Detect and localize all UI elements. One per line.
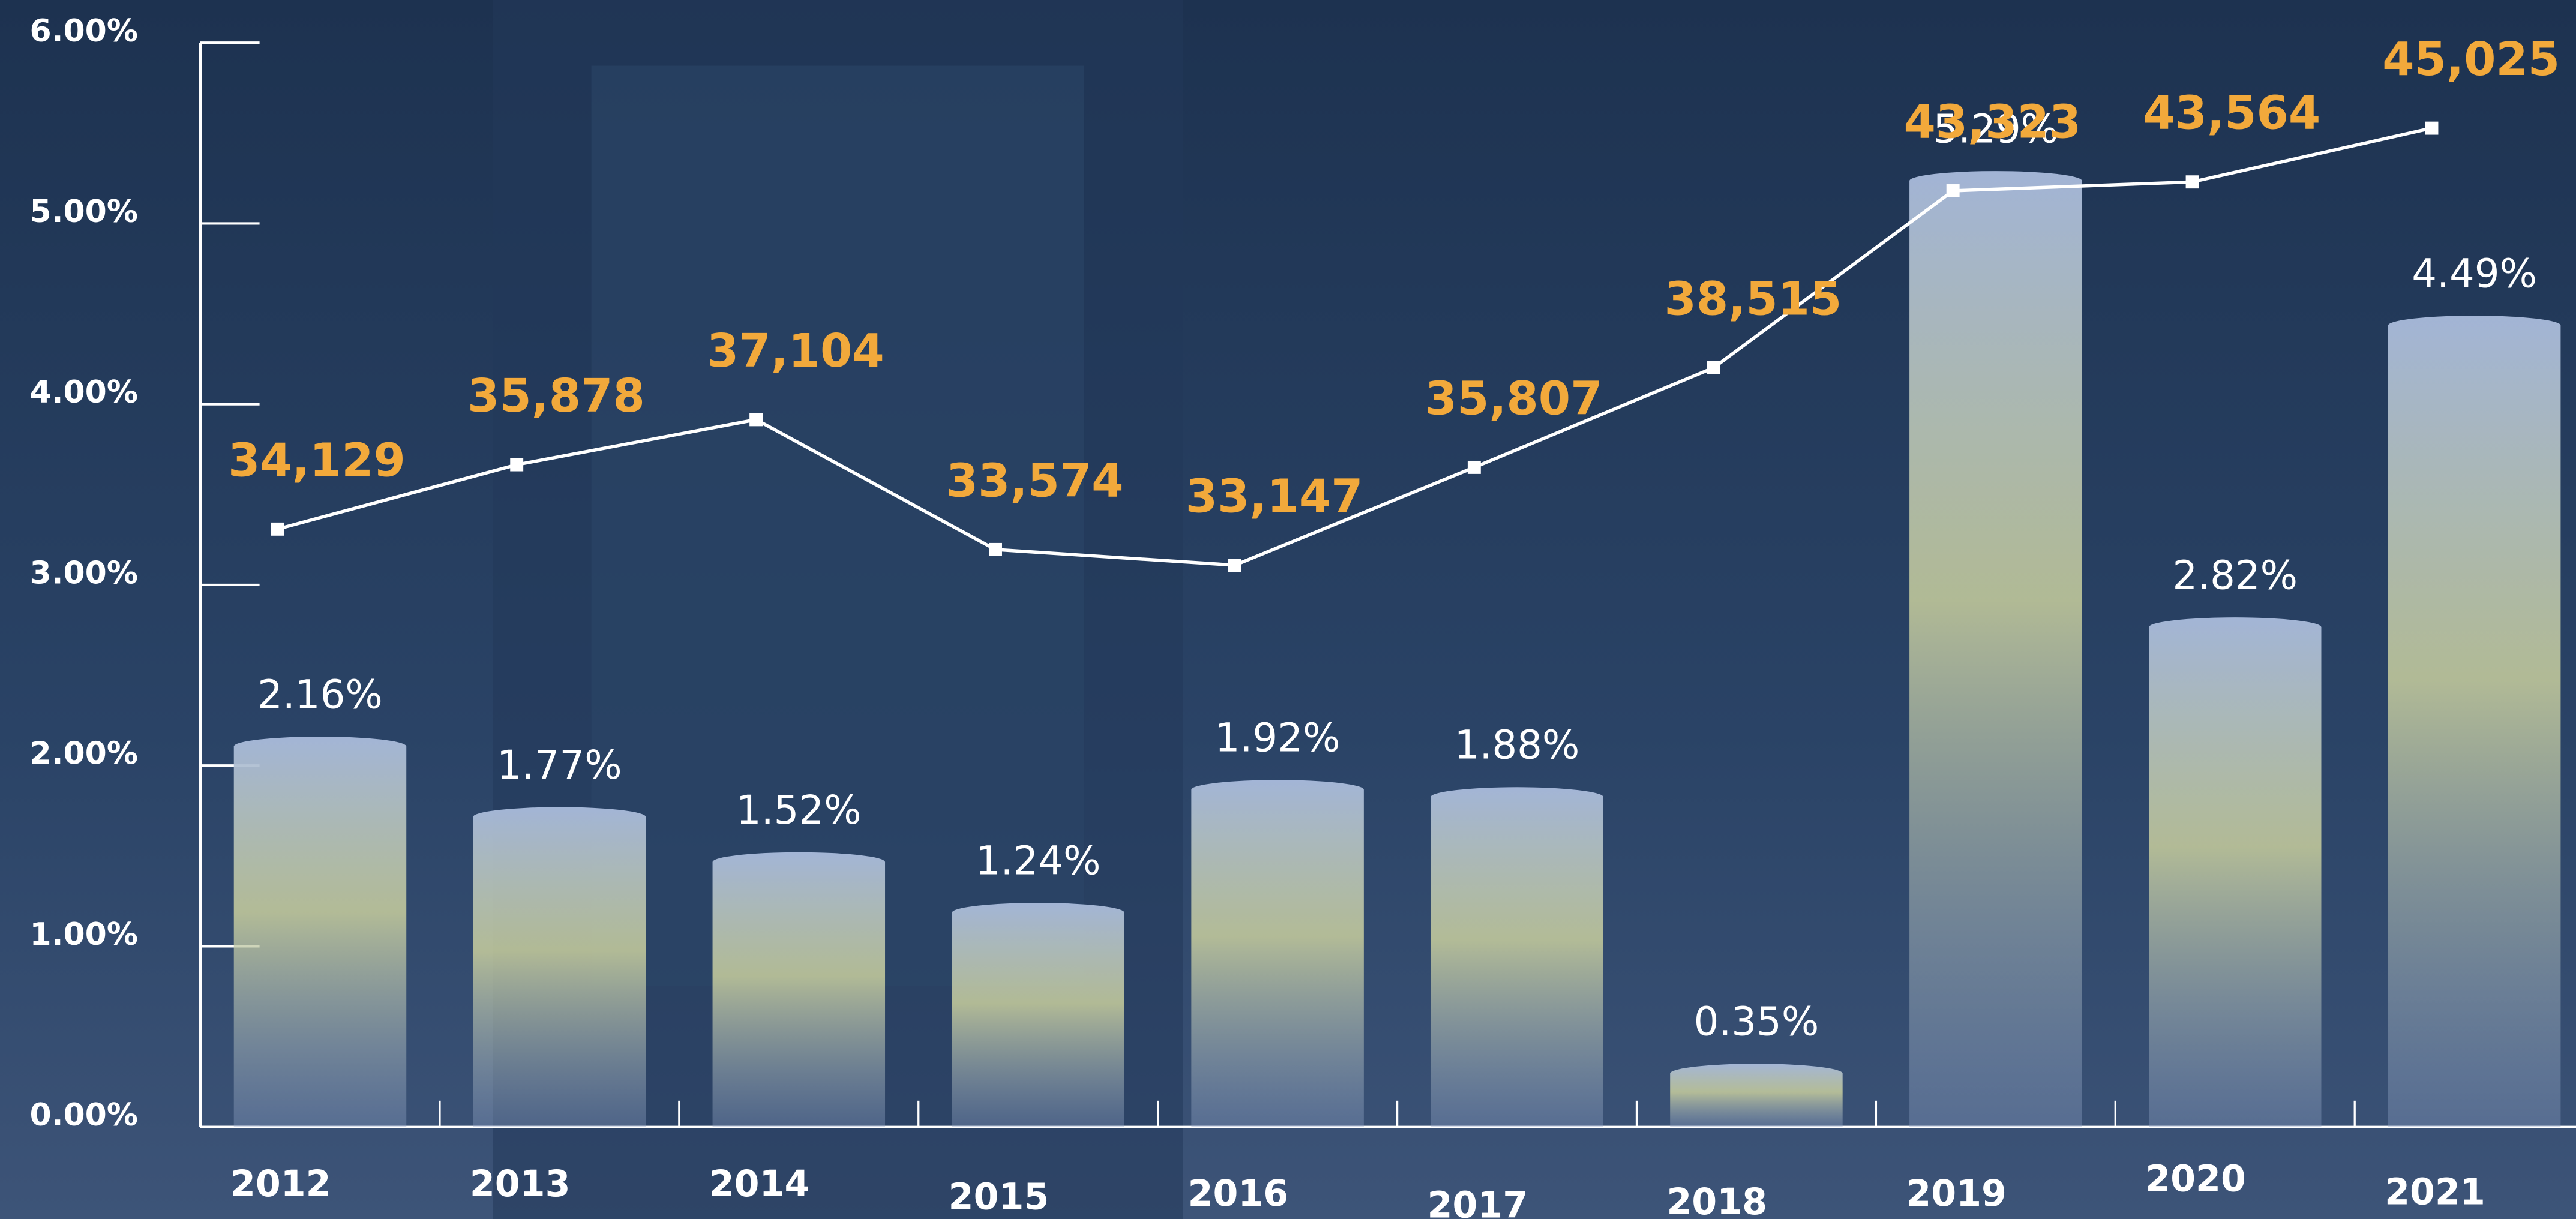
line-marker bbox=[989, 543, 1002, 556]
line-marker bbox=[2425, 122, 2439, 135]
x-tick-label: 2014 bbox=[709, 1163, 810, 1205]
bar bbox=[2149, 617, 2321, 1127]
page: {"chart_data": {"type": "bar", "categori… bbox=[0, 0, 2576, 1219]
line-value-label: 45,025 bbox=[2382, 33, 2560, 86]
bar bbox=[234, 737, 406, 1127]
line-value-label: 35,878 bbox=[467, 370, 645, 423]
line-marker bbox=[2186, 175, 2199, 188]
bar bbox=[713, 852, 885, 1127]
bar-value-label: 1.88% bbox=[1455, 723, 1580, 768]
line-marker bbox=[510, 458, 523, 472]
bar-value-label: 2.82% bbox=[2172, 553, 2298, 598]
line-value-label: 43,564 bbox=[2143, 87, 2320, 140]
x-tick-label: 2015 bbox=[949, 1176, 1049, 1218]
bar bbox=[1431, 787, 1603, 1127]
line-marker bbox=[271, 523, 284, 536]
bar-value-label: 1.92% bbox=[1215, 716, 1341, 761]
bar bbox=[473, 807, 646, 1127]
bar bbox=[1191, 780, 1363, 1127]
line-marker bbox=[749, 413, 763, 426]
y-tick-label: 2.00% bbox=[30, 736, 138, 772]
chart: 0.00% 1.00% 2.00% 3.00% 4.00% 5.00% 6.00% 2012 2… bbox=[0, 0, 2576, 1219]
x-tick-label: 2020 bbox=[2145, 1158, 2246, 1200]
line-value-label: 34,129 bbox=[228, 434, 406, 487]
y-tick-label: 0.00% bbox=[30, 1097, 138, 1133]
bar bbox=[2388, 316, 2560, 1127]
line-marker bbox=[1468, 461, 1481, 474]
line-value-label: 33,147 bbox=[1186, 470, 1363, 523]
y-tick-label: 6.00% bbox=[30, 13, 138, 49]
bar-value-label: 2.16% bbox=[257, 672, 383, 717]
line-value-label: 38,515 bbox=[1665, 272, 1842, 326]
x-tick-label: 2012 bbox=[230, 1163, 331, 1205]
line-value-label: 43,323 bbox=[1903, 95, 2081, 149]
bar-value-label: 1.52% bbox=[736, 788, 862, 833]
line-marker bbox=[1228, 559, 1241, 572]
bar-value-label: 1.77% bbox=[497, 743, 622, 788]
x-tick-label: 2018 bbox=[1666, 1181, 1767, 1219]
bar-value-label: 0.35% bbox=[1694, 999, 1819, 1045]
line-marker bbox=[1707, 361, 1720, 374]
y-tick-label: 5.00% bbox=[30, 194, 138, 230]
y-tick-label: 4.00% bbox=[30, 374, 138, 410]
line-value-label: 37,104 bbox=[707, 325, 884, 378]
x-tick-label: 2013 bbox=[470, 1163, 571, 1205]
x-tick-label: 2017 bbox=[1427, 1184, 1528, 1219]
x-tick-label: 2021 bbox=[2385, 1172, 2485, 1214]
line-marker bbox=[1947, 184, 1960, 197]
bar-value-label: 4.49% bbox=[2412, 251, 2537, 296]
line-value-label: 35,807 bbox=[1425, 372, 1603, 425]
line-value-label: 33,574 bbox=[946, 454, 1124, 508]
bar bbox=[1670, 1064, 1842, 1127]
y-tick-label: 3.00% bbox=[30, 555, 138, 591]
bar bbox=[1909, 171, 2082, 1127]
bar bbox=[952, 903, 1124, 1127]
y-tick-label: 1.00% bbox=[30, 917, 138, 953]
x-tick-label: 2019 bbox=[1906, 1173, 2007, 1215]
bar-value-label: 1.24% bbox=[976, 838, 1101, 884]
x-tick-label: 2016 bbox=[1188, 1173, 1289, 1215]
